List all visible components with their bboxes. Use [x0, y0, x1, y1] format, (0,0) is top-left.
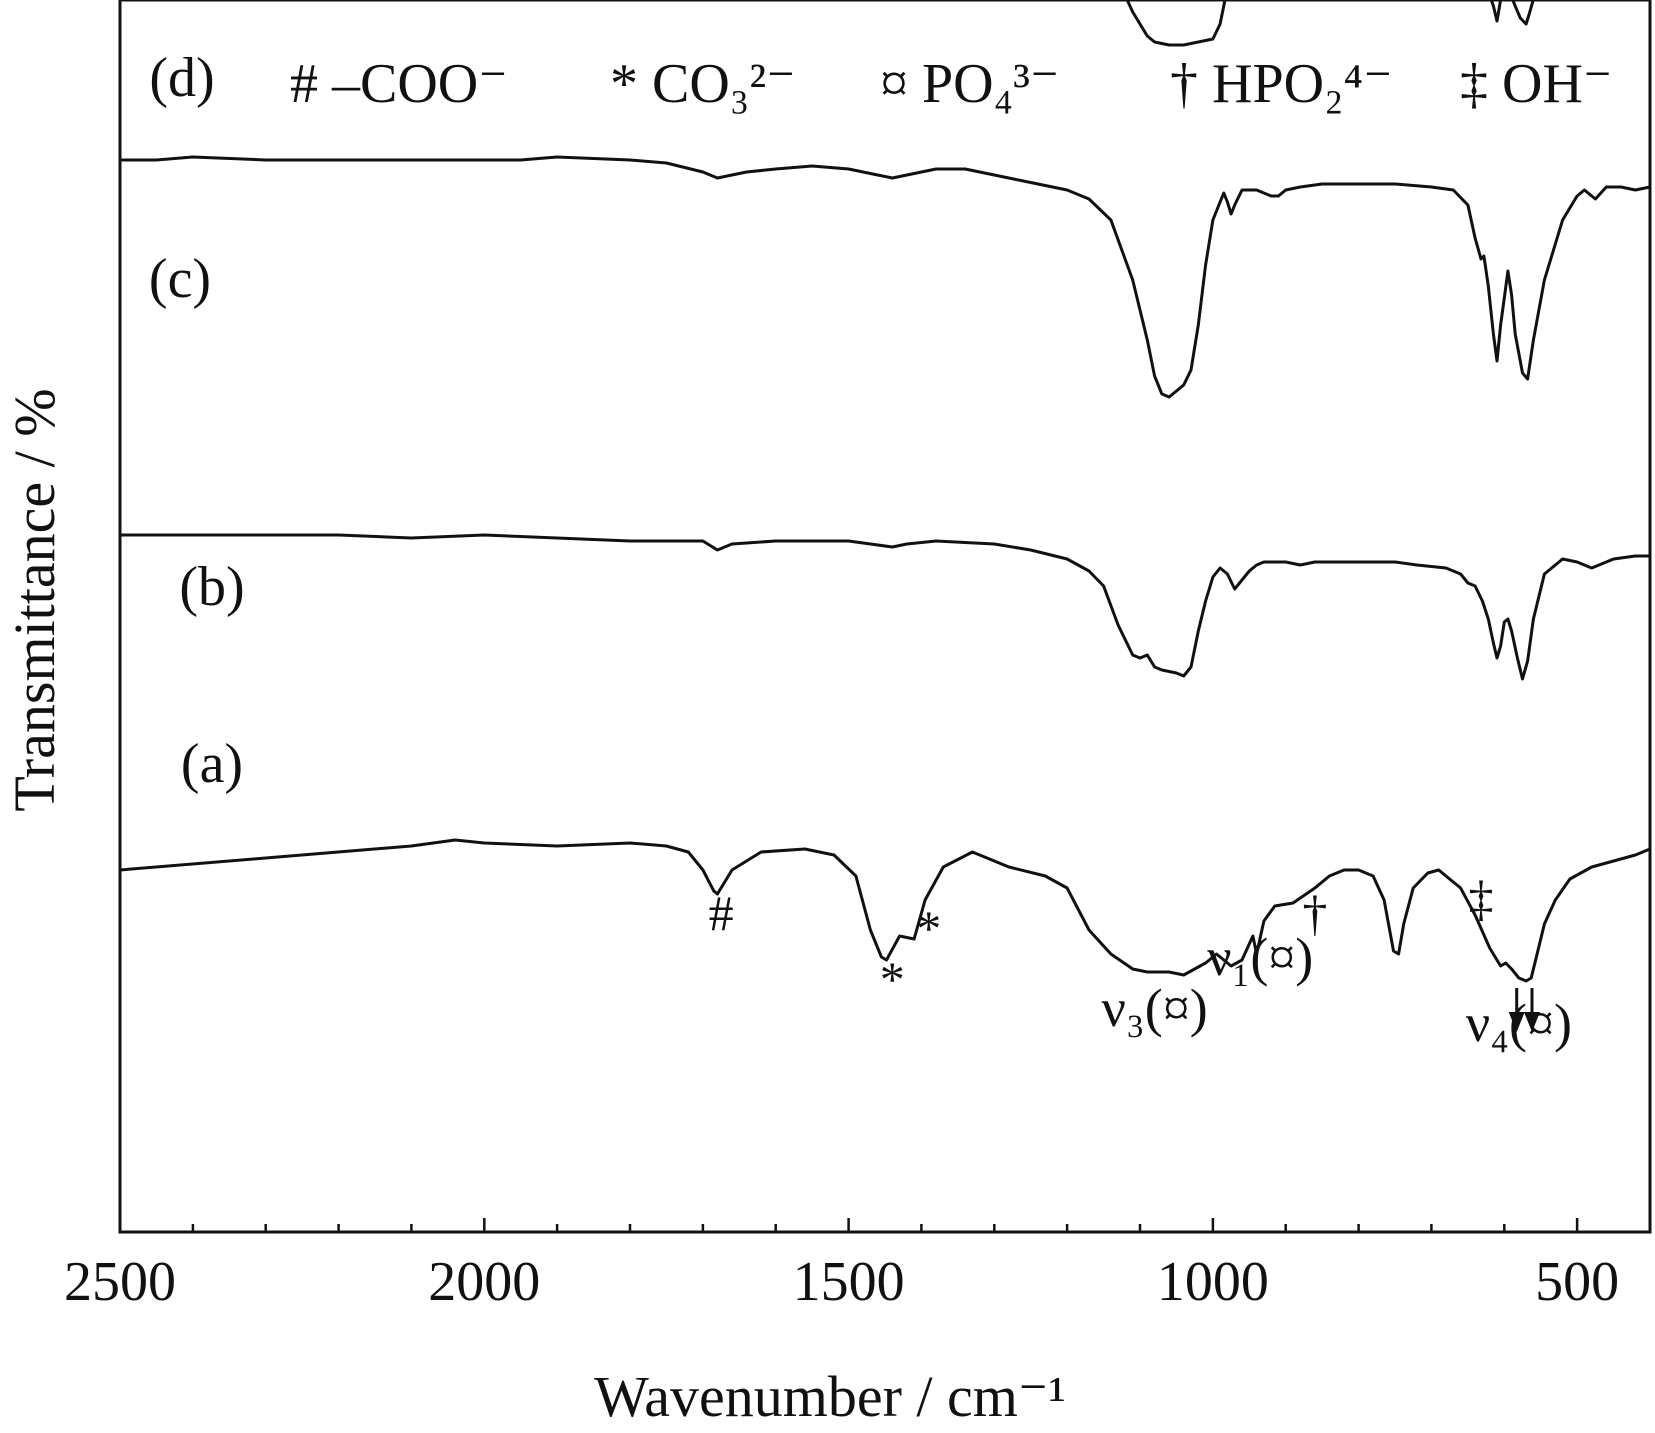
annotation-1: #: [709, 885, 734, 941]
x-tick-label-1500: 1500: [793, 1251, 905, 1313]
series-line-1: [119, 838, 1651, 983]
series-line-2: [120, 533, 1650, 681]
chart-lines: [119, 0, 1651, 983]
annotation-7: ‡: [1469, 870, 1494, 926]
arrow-head-2: [1524, 1012, 1540, 1032]
legend-entry-1: # –COO⁻: [290, 53, 508, 115]
x-tick-label-1000: 1000: [1157, 1251, 1269, 1313]
annotation-2: *: [880, 951, 905, 1007]
series-label-2: (b): [179, 556, 244, 618]
series-labels: (a) (b) (c) (d): [149, 47, 245, 795]
annotation-6: †: [1302, 885, 1327, 941]
annotation-4: ν₃(¤): [1101, 978, 1207, 1038]
series-label-3: (c): [149, 248, 211, 310]
legend-entry-4: † HPO₂⁴⁻: [1170, 53, 1393, 115]
x-tick-label-2500: 2500: [64, 1251, 176, 1313]
legend-entry-2: * CO₃²⁻: [610, 53, 796, 115]
legend-entry-3: ¤ PO₄³⁻: [880, 53, 1059, 115]
x-axis-label: Wavenumber / cm⁻¹: [594, 1364, 1066, 1429]
series-line-3: [120, 155, 1651, 399]
x-tick-label-2000: 2000: [428, 1251, 540, 1313]
chart-legend: # –COO⁻ * CO₃²⁻ ¤ PO₄³⁻ † HPO₂⁴⁻ ‡ OH⁻: [290, 53, 1612, 115]
x-tick-label-500: 500: [1535, 1251, 1619, 1313]
chart-annotations: #**ν₃(¤)ν₁(¤)†‡ν₄(¤): [709, 870, 1572, 1053]
y-axis-label: Transmittance / %: [2, 388, 67, 811]
series-label-4: (d): [149, 47, 214, 109]
legend-entry-5: ‡ OH⁻: [1460, 53, 1612, 115]
arrow-head-1: [1508, 1012, 1525, 1032]
annotation-5: ν₁(¤): [1207, 927, 1313, 987]
series-line-4: [1125, 0, 1535, 47]
plot-frame: [118, 0, 1652, 1234]
series-label-1: (a): [181, 733, 243, 795]
annotation-3: *: [916, 900, 941, 956]
x-axis-ticks: 2500 2000 1500 1000 500: [64, 1218, 1652, 1313]
